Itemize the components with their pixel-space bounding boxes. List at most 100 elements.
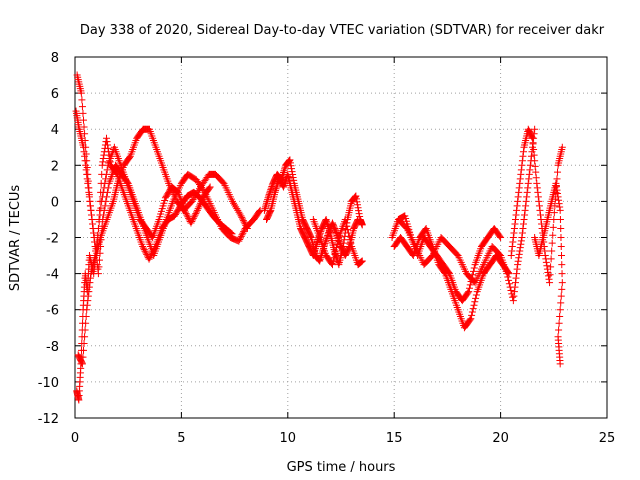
data-point — [550, 215, 558, 223]
data-point — [354, 204, 362, 212]
y-axis-label: SDTVAR / TECUs — [8, 185, 23, 292]
data-point — [104, 144, 112, 152]
data-point — [532, 168, 540, 176]
data-point — [528, 133, 536, 141]
data-point — [102, 134, 110, 142]
data-point — [99, 158, 107, 166]
data-point — [331, 250, 339, 258]
data-point — [532, 174, 540, 182]
data-point — [552, 183, 560, 191]
data-point — [280, 169, 288, 177]
data-point — [344, 229, 352, 237]
data-point — [558, 270, 566, 278]
data-point — [513, 270, 521, 278]
data-point — [343, 222, 351, 230]
data-point — [503, 270, 511, 278]
y-tick-label: 6 — [51, 87, 59, 102]
data-point — [281, 178, 289, 186]
data-point — [103, 166, 111, 174]
data-point — [511, 283, 519, 291]
data-point — [255, 208, 263, 216]
data-point — [557, 234, 565, 241]
data-point — [90, 229, 98, 237]
data-point — [98, 170, 106, 178]
data-point — [150, 246, 158, 254]
data-point — [93, 243, 101, 251]
data-point — [468, 311, 476, 319]
data-point — [510, 224, 518, 232]
data-point — [234, 206, 242, 214]
data-point — [325, 224, 333, 232]
data-point — [86, 202, 94, 210]
data-point — [557, 243, 565, 251]
data-point — [554, 193, 562, 201]
data-point — [80, 116, 88, 124]
data-point — [333, 240, 341, 248]
data-point — [316, 255, 324, 263]
data-point — [267, 184, 275, 192]
data-point — [190, 213, 198, 221]
data-point — [237, 212, 245, 220]
data-point — [558, 285, 566, 293]
data-point — [558, 279, 566, 287]
data-point — [515, 254, 523, 262]
data-point — [549, 223, 557, 231]
data-point — [555, 319, 563, 327]
data-point — [285, 157, 293, 165]
data-point — [511, 215, 519, 223]
data-point — [515, 184, 523, 192]
data-point — [205, 184, 213, 192]
data-point — [557, 299, 565, 307]
data-point — [513, 202, 521, 210]
data-point — [280, 181, 288, 189]
data-point — [555, 200, 563, 208]
data-point — [535, 197, 543, 205]
data-point — [264, 194, 272, 202]
data-point — [330, 254, 338, 262]
data-point — [97, 179, 105, 187]
data-point — [324, 221, 332, 229]
data-point — [82, 150, 90, 158]
y-tick-label: 0 — [51, 195, 59, 210]
data-point — [173, 187, 181, 195]
data-point — [139, 244, 147, 252]
data-point — [531, 157, 539, 165]
data-point — [266, 208, 274, 216]
data-point — [90, 265, 98, 273]
data-point — [533, 179, 541, 187]
data-point — [556, 306, 564, 314]
data-point — [83, 157, 91, 165]
data-point — [469, 305, 477, 313]
data-point — [464, 289, 472, 297]
data-point — [286, 156, 294, 164]
data-point — [226, 229, 234, 237]
data-point — [535, 202, 543, 210]
data-point — [81, 136, 89, 144]
data-point — [106, 155, 114, 163]
data-point — [99, 155, 107, 163]
data-point — [555, 196, 563, 204]
series-s7 — [309, 215, 366, 269]
data-point — [556, 215, 564, 223]
data-point — [230, 199, 238, 207]
data-point — [518, 157, 526, 165]
data-point — [151, 244, 159, 252]
data-point — [192, 210, 200, 218]
data-point — [526, 166, 534, 174]
y-tick-label: -4 — [46, 268, 59, 283]
data-point — [78, 96, 86, 104]
data-point — [546, 279, 554, 287]
data-point — [332, 244, 340, 252]
data-point — [84, 177, 92, 185]
data-point — [325, 226, 333, 234]
data-point — [510, 229, 518, 237]
data-point — [287, 162, 295, 170]
data-point — [93, 238, 101, 246]
data-point — [238, 213, 246, 221]
data-point — [548, 247, 556, 255]
data-point — [78, 359, 86, 367]
data-point — [521, 206, 529, 214]
data-point — [147, 250, 155, 258]
x-tick-label: 20 — [492, 431, 509, 446]
x-tick-label: 5 — [177, 431, 185, 446]
